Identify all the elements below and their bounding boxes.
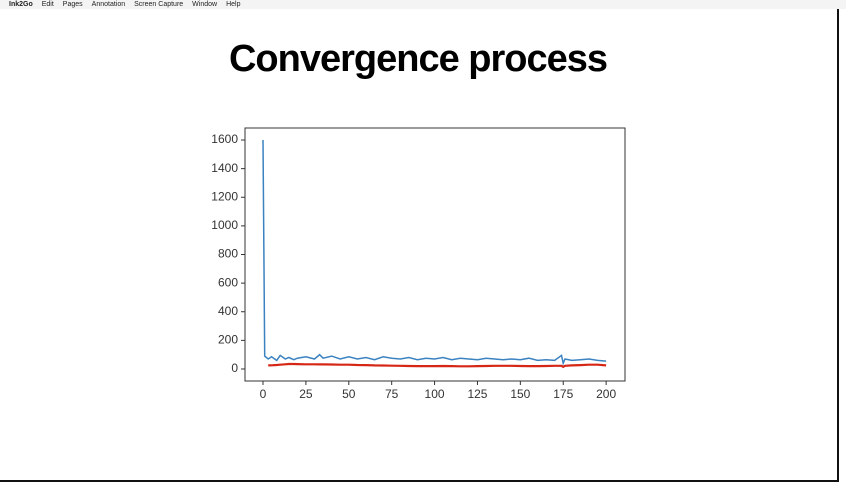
y-tick-label: 1400 [211, 161, 238, 175]
menu-item[interactable]: Pages [62, 1, 83, 8]
y-tick-label: 800 [218, 247, 238, 261]
x-tick-label: 200 [596, 387, 616, 401]
y-tick-label: 600 [218, 275, 238, 289]
x-tick-label: 150 [510, 387, 530, 401]
menu-bar: Ink2Go Edit Pages Annotation Screen Capture W… [0, 0, 846, 9]
x-tick-label: 50 [342, 387, 356, 401]
x-tick-label: 25 [299, 387, 313, 401]
x-tick-label: 100 [425, 387, 445, 401]
slide-bg [0, 9, 838, 480]
series-line [262, 139, 607, 366]
y-tick-label: 1200 [211, 189, 238, 203]
y-tick-label: 0 [231, 361, 238, 375]
x-tick-label: 175 [553, 387, 573, 401]
menu-item[interactable]: Edit [41, 1, 54, 8]
x-tick-label: 75 [385, 387, 399, 401]
slide: Convergence process 02004006008001000120… [0, 9, 839, 482]
slide-title: Convergence process [229, 38, 607, 80]
plot-frame [244, 127, 626, 382]
y-tick-label: 200 [218, 333, 238, 347]
y-tick-label: 400 [218, 304, 238, 318]
y-tick-label: 1000 [211, 218, 238, 232]
y-tick-label: 1600 [211, 132, 238, 146]
x-tick-label: 0 [260, 387, 267, 401]
x-tick-label: 125 [467, 387, 487, 401]
menu-item[interactable]: Window [192, 1, 218, 8]
menu-item[interactable]: Ink2Go [9, 1, 33, 8]
series-line [268, 362, 607, 369]
menu-item[interactable]: Annotation [91, 1, 126, 8]
menu-item[interactable]: Help [226, 1, 241, 8]
menu-item[interactable]: Screen Capture [134, 1, 184, 8]
